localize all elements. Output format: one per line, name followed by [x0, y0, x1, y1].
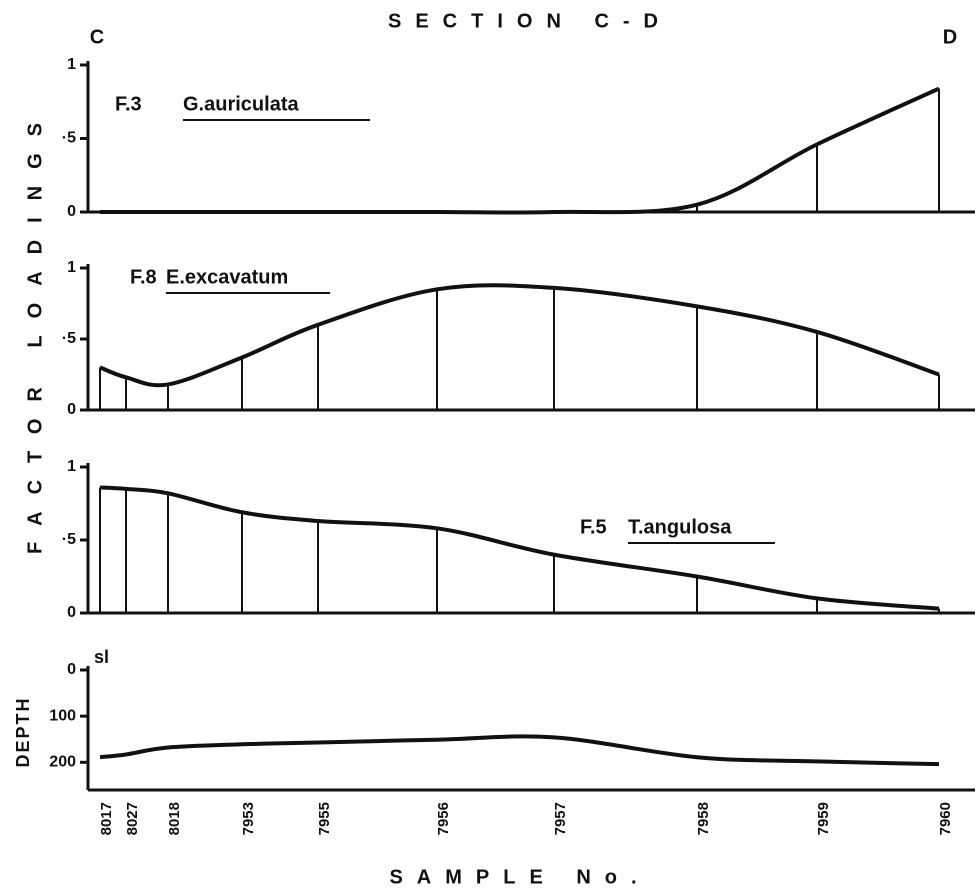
depth-axis-label: DEPTH — [13, 696, 33, 767]
factor-label: F.3 — [115, 93, 142, 115]
y-tick-label: ·5 — [62, 330, 76, 347]
y-tick-label: 0 — [67, 604, 76, 621]
left-end-label: C — [90, 26, 104, 48]
figure-title: SECTION C-D — [388, 10, 672, 32]
y-tick-label: 0 — [67, 401, 76, 418]
factor-curve — [100, 86, 940, 215]
x-tick-label: 7960 — [937, 802, 954, 835]
y-axis-label: FACTOR LOADINGS — [24, 106, 46, 554]
x-tick-label: 8027 — [124, 802, 141, 835]
y-tick-label: ·5 — [62, 130, 76, 147]
x-tick-label: 8018 — [166, 802, 183, 835]
x-tick-label: 7959 — [815, 802, 832, 835]
x-tick-label: 7953 — [240, 802, 257, 835]
sea-level-label: sl — [94, 647, 109, 667]
depth-curve — [99, 734, 940, 767]
x-tick-label: 7958 — [695, 802, 712, 835]
x-tick-label: 7957 — [552, 802, 569, 835]
x-tick-label: 7956 — [435, 802, 452, 835]
y-tick-label: 1 — [67, 259, 76, 276]
right-end-label: D — [943, 26, 957, 48]
x-tick-label: 8017 — [98, 802, 115, 835]
species-label: T.angulosa — [628, 516, 732, 538]
y-tick-label: 1 — [67, 458, 76, 475]
x-axis-label: SAMPLE No. — [389, 866, 650, 888]
factor-curve — [99, 485, 940, 611]
factor-label: F.8 — [130, 266, 157, 288]
species-label: G.auriculata — [183, 93, 299, 115]
x-tick-label: 7955 — [316, 802, 333, 835]
y-tick-label: 1 — [67, 56, 76, 73]
y-tick-label: 200 — [49, 754, 76, 771]
y-tick-label: 0 — [67, 203, 76, 220]
species-label: E.excavatum — [166, 266, 288, 288]
factor-curve — [99, 283, 940, 388]
y-tick-label: 100 — [49, 707, 76, 724]
y-tick-label: ·5 — [62, 531, 76, 548]
factor-label: F.5 — [580, 516, 607, 538]
y-tick-label: 0 — [67, 661, 76, 678]
